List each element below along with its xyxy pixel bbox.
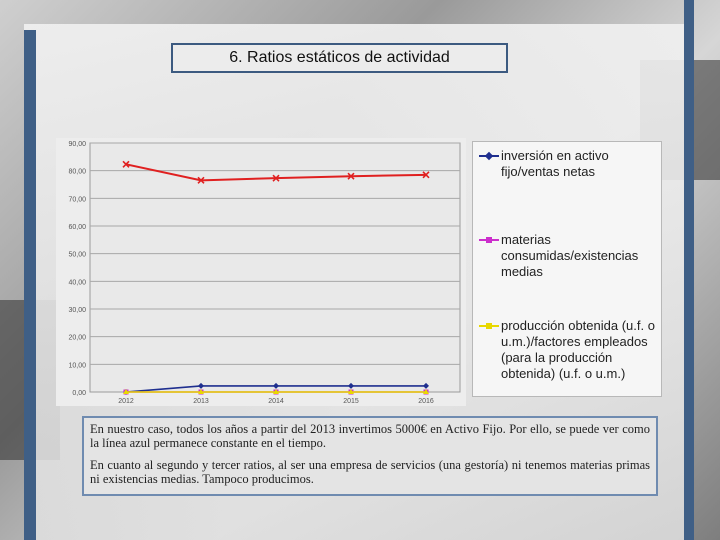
right-accent-bar — [684, 0, 694, 540]
x-tick-label: 2016 — [418, 398, 434, 405]
line-chart: 0,00 10,00 20,00 30,00 40,00 50,00 60,00 70,00 8… — [68, 141, 461, 405]
legend-item: materias consumidas/existencias medias — [479, 232, 659, 280]
legend-marker-icon — [479, 148, 501, 164]
data-point — [273, 389, 279, 394]
data-point — [198, 382, 204, 389]
x-tick-label: 2012 — [118, 398, 134, 405]
data-point — [197, 176, 205, 184]
legend-marker-icon — [479, 232, 501, 248]
data-point — [422, 171, 430, 179]
legend-label: inversión en activo fijo/ventas netas — [501, 148, 609, 179]
chart-legend: inversión en activo fijo/ventas netas mat… — [472, 141, 662, 397]
legend-item: inversión en activo fijo/ventas netas — [479, 148, 659, 180]
x-tick-label: 2015 — [343, 398, 359, 405]
data-point — [423, 382, 429, 389]
legend-item: producción obtenida (u.f. o u.m.)/factor… — [479, 318, 659, 382]
left-accent-bar — [24, 30, 36, 540]
data-point — [122, 160, 130, 168]
y-tick-label: 70,00 — [68, 196, 86, 203]
data-point — [347, 172, 355, 180]
data-point — [423, 389, 429, 394]
data-point — [348, 389, 354, 394]
y-tick-label: 10,00 — [68, 362, 86, 369]
slide-title: 6. Ratios estáticos de actividad — [171, 43, 508, 73]
explanation-text-box: En nuestro caso, todos los años a partir… — [82, 416, 658, 496]
data-point — [198, 389, 204, 394]
y-tick-label: 50,00 — [68, 252, 86, 259]
y-tick-label: 80,00 — [68, 169, 86, 176]
x-tick-label: 2013 — [193, 398, 209, 405]
explanation-paragraph-2: En cuanto al segundo y tercer ratios, al… — [90, 458, 650, 486]
data-point — [123, 389, 129, 394]
legend-marker-icon — [479, 318, 501, 334]
y-tick-label: 0,00 — [72, 390, 86, 397]
slide-title-text: 6. Ratios estáticos de actividad — [229, 49, 450, 66]
explanation-paragraph-1: En nuestro caso, todos los años a partir… — [90, 422, 650, 450]
y-tick-label: 30,00 — [68, 307, 86, 314]
legend-label: materias consumidas/existencias medias — [501, 232, 639, 279]
legend-label: producción obtenida (u.f. o u.m.)/factor… — [501, 318, 655, 381]
y-tick-label: 60,00 — [68, 224, 86, 231]
y-tick-label: 40,00 — [68, 279, 86, 286]
data-point — [348, 382, 354, 389]
data-point — [273, 382, 279, 389]
data-point — [272, 174, 280, 182]
plot-area — [89, 142, 461, 393]
x-tick-label: 2014 — [268, 398, 284, 405]
y-tick-label: 90,00 — [68, 141, 86, 148]
y-tick-label: 20,00 — [68, 335, 86, 342]
